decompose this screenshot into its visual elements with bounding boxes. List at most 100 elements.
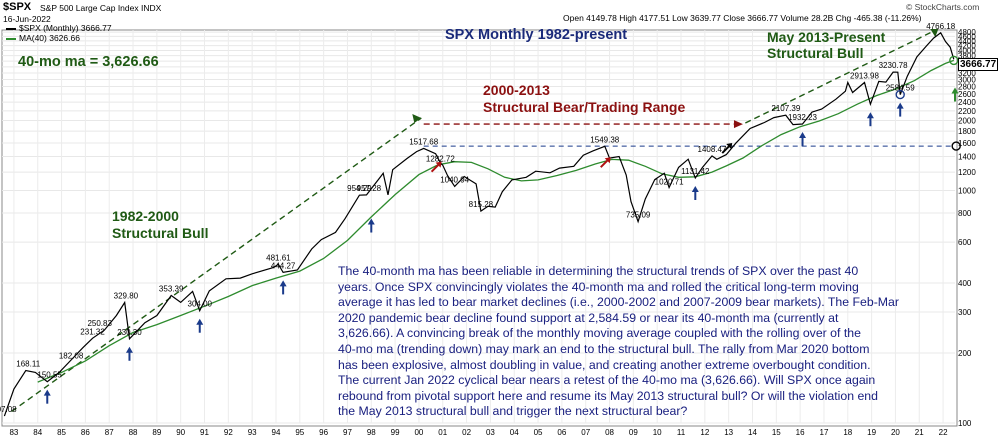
commentary-line: The 40-month ma has been reliable in det… bbox=[338, 264, 859, 278]
ma-value-label: 40-mo ma = 3,626.66 bbox=[18, 54, 159, 70]
legend-ma-swatch bbox=[6, 37, 16, 40]
price-annotation: 1131.42 bbox=[681, 167, 710, 176]
y-tick-label: 4600 bbox=[958, 32, 976, 41]
y-tick-label: 200 bbox=[958, 349, 972, 358]
bull2-label-line2: Structural Bull bbox=[767, 45, 864, 61]
ma40-line bbox=[37, 59, 955, 383]
y-tick-label: 1600 bbox=[958, 139, 976, 148]
x-tick-label: 22 bbox=[939, 428, 948, 437]
price-annotation: 168.11 bbox=[16, 360, 40, 369]
ma-test-arrow-head bbox=[951, 87, 959, 94]
chart-title: SPX Monthly 1982-present bbox=[445, 27, 628, 43]
x-tick-label: 19 bbox=[867, 428, 876, 437]
bull2-label-line1: May 2013-Present bbox=[767, 29, 886, 45]
y-tick-label: 600 bbox=[958, 238, 972, 247]
bull1-trendline bbox=[11, 117, 422, 413]
y-tick-label: 2800 bbox=[958, 83, 976, 92]
commentary-line: the May 2013 structural bull and trigger… bbox=[338, 404, 688, 419]
x-tick-label: 92 bbox=[224, 428, 233, 437]
legend-ma: MA(40) 3626.66 bbox=[6, 33, 80, 43]
y-tick-label: 4800 bbox=[958, 28, 976, 37]
y-tick-label: 400 bbox=[958, 279, 972, 288]
legend-price: $SPX (Monthly) 3666.77 bbox=[6, 23, 112, 33]
support-arrow-head bbox=[866, 112, 874, 119]
y-tick-label: 1800 bbox=[958, 127, 976, 136]
x-tick-label: 03 bbox=[486, 428, 495, 437]
commentary-line: has been explosive, almost doubling in v… bbox=[338, 357, 871, 372]
support-circle bbox=[951, 141, 961, 151]
price-annotation: 304.00 bbox=[188, 300, 213, 309]
x-tick-label: 05 bbox=[534, 428, 543, 437]
x-tick-label: 98 bbox=[367, 428, 376, 437]
y-tick-label: 4200 bbox=[958, 42, 976, 51]
y-tick-label: 800 bbox=[958, 209, 972, 218]
y-tick-label: 4400 bbox=[958, 37, 976, 46]
price-annotation: 1040.94 bbox=[440, 175, 469, 184]
x-tick-label: 83 bbox=[9, 428, 18, 437]
x-tick-label: 97 bbox=[343, 428, 352, 437]
y-tick-label: 300 bbox=[958, 308, 972, 317]
x-tick-label: 13 bbox=[724, 428, 733, 437]
y-tick-label: 1200 bbox=[958, 168, 976, 177]
price-annotation: 4766.18 bbox=[926, 22, 955, 31]
bull1-label-line1: 1982-2000 bbox=[112, 208, 179, 224]
x-tick-label: 07 bbox=[581, 428, 590, 437]
x-tick-label: 20 bbox=[891, 428, 900, 437]
commentary-line: rebound from pivotal support here and re… bbox=[338, 388, 878, 403]
y-tick-label: 2400 bbox=[958, 98, 976, 107]
bull2-trendline bbox=[745, 29, 937, 124]
support-arrow-head bbox=[196, 318, 204, 325]
price-annotation: 1932.23 bbox=[788, 113, 817, 122]
ohlc-readout: Open 4149.78 High 4177.51 Low 3639.77 Cl… bbox=[563, 13, 922, 23]
x-tick-label: 12 bbox=[700, 428, 709, 437]
price-annotation: 150.55 bbox=[37, 371, 62, 380]
x-tick-label: 86 bbox=[81, 428, 90, 437]
price-annotation: 182.08 bbox=[59, 351, 84, 360]
price-annotation: 1020.71 bbox=[655, 177, 684, 186]
y-tick-label: 2200 bbox=[958, 107, 976, 116]
x-axis: 83 84 85 86 87 88 89 90 91 92 93 94 95 96 97 98 99 00 01 02… bbox=[9, 428, 948, 437]
commentary-line: years. Once SPX convincingly violates th… bbox=[338, 279, 859, 294]
legend-price-swatch bbox=[6, 27, 16, 30]
grid bbox=[2, 30, 955, 424]
price-annotation: 1517.68 bbox=[409, 137, 438, 146]
price-annotation: 231.32 bbox=[80, 327, 105, 336]
plot-frame bbox=[1, 29, 958, 427]
price-annotation: 230.30 bbox=[117, 328, 142, 337]
bear-label-line1: 2000-2013 bbox=[483, 82, 550, 98]
x-tick-label: 16 bbox=[796, 428, 805, 437]
x-tick-label: 15 bbox=[772, 428, 781, 437]
bull1-arrowhead bbox=[412, 113, 422, 123]
y-tick-label: 3000 bbox=[958, 76, 976, 85]
x-tick-label: 18 bbox=[843, 428, 852, 437]
support-arrow-head bbox=[896, 102, 904, 109]
price-annotation: 2913.98 bbox=[850, 71, 879, 80]
commentary-line: 2020 pandemic bear decline found support… bbox=[338, 310, 839, 325]
y-tick-label: 2000 bbox=[958, 116, 976, 125]
x-tick-label: 95 bbox=[295, 428, 304, 437]
y-tick-label: 1400 bbox=[958, 153, 976, 162]
y-tick-label: 100 bbox=[958, 419, 972, 428]
bear-arrowhead bbox=[733, 120, 743, 129]
price-annotation: 1408.47 bbox=[698, 145, 727, 154]
support-arrow-head bbox=[367, 218, 375, 225]
x-tick-label: 96 bbox=[319, 428, 328, 437]
last-value-tag: 3666.77 bbox=[958, 58, 999, 71]
x-tick-label: 08 bbox=[605, 428, 614, 437]
bull1-label-line2: Structural Bull bbox=[112, 225, 209, 241]
x-tick-label: 85 bbox=[57, 428, 66, 437]
ma-current-circle bbox=[949, 55, 959, 66]
x-tick-label: 94 bbox=[272, 428, 281, 437]
x-tick-label: 06 bbox=[557, 428, 566, 437]
y-tick-label: 3800 bbox=[958, 52, 976, 61]
x-tick-label: 21 bbox=[915, 428, 924, 437]
break-arrow-head bbox=[435, 161, 442, 168]
x-tick-label: 93 bbox=[248, 428, 257, 437]
trend-guides bbox=[11, 28, 961, 413]
x-tick-label: 14 bbox=[748, 428, 757, 437]
price-annotation: 1549.38 bbox=[590, 135, 619, 144]
legend-price-text: $SPX (Monthly) 3666.77 bbox=[19, 23, 112, 33]
spx-price-line bbox=[3, 31, 955, 417]
